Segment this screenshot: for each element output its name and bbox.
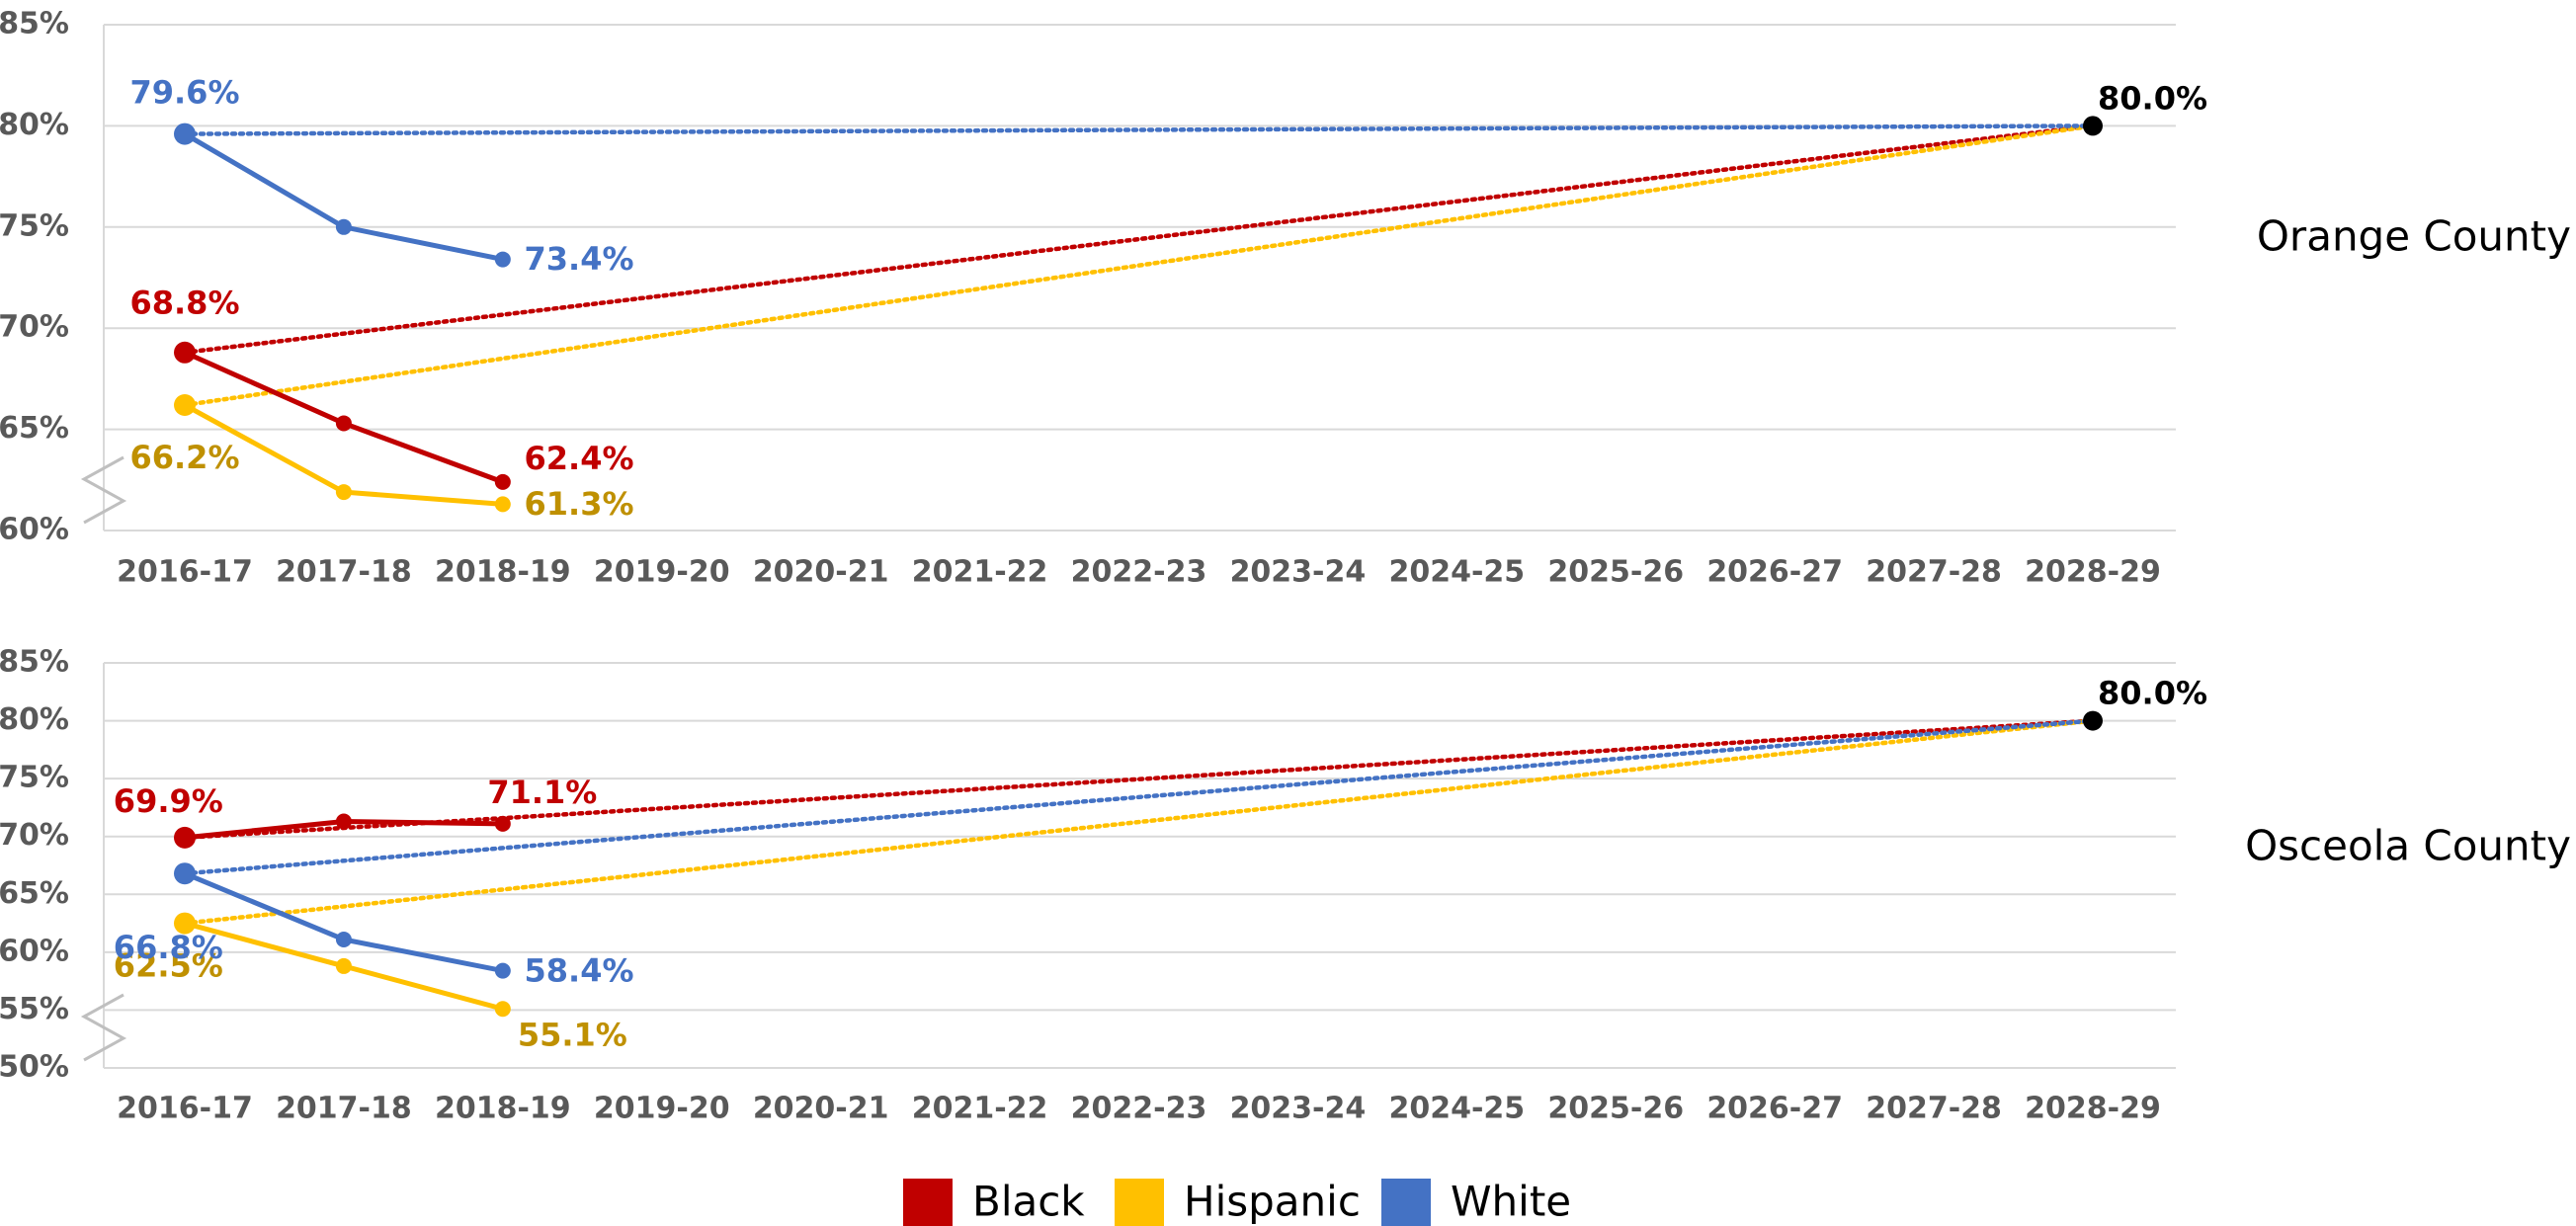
axis-break [80,993,127,1062]
data-label: 79.6% [129,74,239,112]
x-tick-label: 2017-18 [276,1092,412,1126]
legend-swatch [1115,1179,1164,1226]
series-line [184,870,504,974]
x-tick-label: 2022-23 [1071,555,1207,590]
legend-swatch [1381,1179,1431,1226]
data-point [335,813,352,830]
x-tick-label: 2019-20 [594,1092,730,1126]
x-tick-label: 2021-22 [912,1092,1048,1126]
y-tick-label: 55% [0,992,69,1026]
target-label: 80.0% [2098,675,2207,712]
x-tick-label: 2018-19 [435,555,571,590]
data-label: 69.9% [114,782,223,820]
data-label: 55.1% [518,1017,627,1054]
data-label: 62.5% [114,947,223,985]
axis-break [80,455,127,525]
x-tick-label: 2027-28 [1866,555,2002,590]
legend-label: White [1451,1178,1571,1226]
x-tick-label: 2023-24 [1230,1092,1367,1126]
x-tick-label: 2021-22 [912,555,1048,590]
target-point [2083,710,2103,731]
x-tick-label: 2024-25 [1388,555,1525,590]
series-line [183,131,504,263]
y-tick-label: 75% [0,208,69,243]
x-tick-label: 2017-18 [276,555,412,590]
target-label: 80.0% [2098,79,2207,117]
data-label: 61.3% [525,485,634,523]
target-line [182,123,2096,356]
data-point [174,862,196,885]
y-tick-label: 80% [0,108,69,142]
x-tick-label: 2026-27 [1706,555,1843,590]
data-label: 66.8% [114,929,223,966]
legend-label: Hispanic [1184,1178,1361,1226]
target-line [182,718,2096,876]
chart-title: Orange County [2257,212,2571,261]
data-label: 66.2% [129,439,239,476]
data-point [174,341,196,364]
data-point [174,123,196,145]
y-tick-label: 65% [0,411,69,446]
x-tick-label: 2019-20 [594,555,730,590]
data-point [494,251,511,268]
data-label: 68.8% [129,284,239,321]
data-point [494,1001,511,1018]
x-tick-label: 2026-27 [1706,1092,1843,1126]
legend-label: Black [972,1178,1085,1226]
x-tick-label: 2025-26 [1547,1092,1684,1126]
legend-swatch [903,1179,953,1226]
data-label: 73.4% [525,240,634,278]
target-line [182,123,2096,408]
x-tick-label: 2028-29 [2025,555,2161,590]
data-label: 58.4% [525,951,634,989]
x-tick-label: 2023-24 [1230,555,1367,590]
y-tick-label: 50% [0,1050,69,1085]
data-point [174,912,196,935]
x-tick-label: 2016-17 [117,1092,253,1126]
y-tick-label: 70% [0,818,69,853]
x-tick-label: 2018-19 [435,1092,571,1126]
target-line [182,718,2096,926]
data-point [494,962,511,979]
data-point [335,218,352,235]
x-tick-label: 2027-28 [1866,1092,2002,1126]
x-tick-label: 2024-25 [1388,1092,1525,1126]
y-tick-label: 85% [0,7,69,41]
target-line [182,123,2096,136]
x-tick-label: 2022-23 [1071,1092,1207,1126]
x-tick-label: 2028-29 [2025,1092,2161,1126]
x-tick-label: 2016-17 [117,555,253,590]
data-label: 71.1% [487,774,597,811]
data-point [174,394,196,417]
x-tick-label: 2020-21 [753,1092,889,1126]
y-tick-label: 75% [0,761,69,795]
x-tick-label: 2020-21 [753,555,889,590]
data-point [494,473,511,490]
data-point [335,931,352,947]
y-tick-label: 65% [0,876,69,911]
data-point [174,826,196,849]
data-label: 62.4% [525,440,634,477]
data-point [494,815,511,832]
y-tick-label: 60% [0,513,69,547]
data-point [335,484,352,501]
data-point [335,957,352,974]
y-tick-label: 60% [0,934,69,968]
y-tick-label: 80% [0,702,69,737]
chart-title: Osceola County [2245,822,2571,870]
target-point [2083,116,2103,136]
x-tick-label: 2025-26 [1547,555,1684,590]
data-point [335,415,352,432]
y-tick-label: 70% [0,310,69,345]
y-tick-label: 85% [0,645,69,680]
data-point [494,496,511,513]
